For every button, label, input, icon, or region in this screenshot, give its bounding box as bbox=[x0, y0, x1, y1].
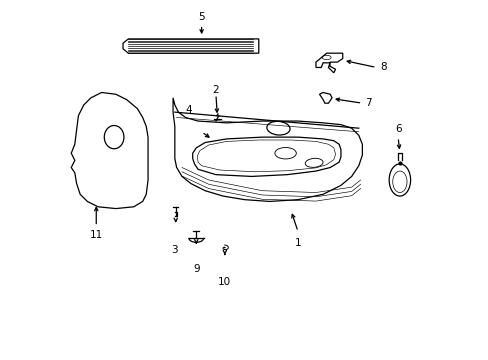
Text: 11: 11 bbox=[89, 230, 102, 240]
Text: 9: 9 bbox=[193, 264, 199, 274]
Text: 3: 3 bbox=[171, 245, 178, 255]
Text: 7: 7 bbox=[365, 98, 371, 108]
Text: 4: 4 bbox=[185, 105, 192, 114]
Text: 2: 2 bbox=[212, 85, 219, 95]
Text: 1: 1 bbox=[294, 238, 301, 248]
Text: 5: 5 bbox=[198, 12, 204, 22]
Text: 8: 8 bbox=[379, 63, 386, 72]
Text: 10: 10 bbox=[218, 277, 231, 287]
Text: 6: 6 bbox=[394, 124, 401, 134]
